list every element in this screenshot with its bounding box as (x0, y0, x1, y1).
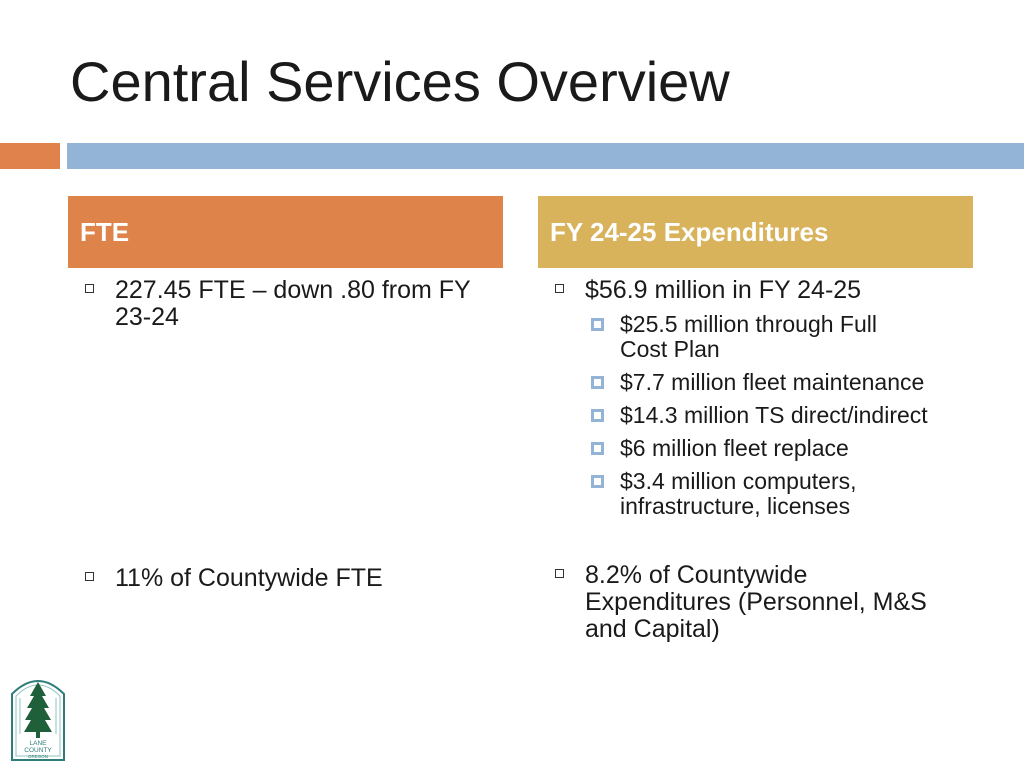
exp-subitem-fleet-replace: $6 million fleet replace (591, 435, 1000, 461)
logo-text-line1: LANE (30, 740, 48, 747)
exp-subitem-text: $6 million fleet replace (620, 435, 849, 461)
square-bullet-icon (85, 572, 94, 581)
accent-band-left (0, 143, 60, 169)
fte-item-total-text: 227.45 FTE – down .80 from FY 23-24 (115, 276, 471, 331)
square-bullet-icon (591, 376, 604, 389)
exp-item-share: 8.2% of Countywide Expenditures (Personn… (555, 561, 935, 643)
slide-title: Central Services Overview (70, 50, 730, 113)
fte-item-share-text: 11% of Countywide FTE (115, 564, 383, 592)
exp-subitem-text: $25.5 million through Full Cost Plan (620, 311, 877, 362)
square-bullet-icon (555, 569, 564, 578)
tree-logo-icon: LANE COUNTY OREGON (11, 680, 65, 761)
logo-text-line3: OREGON (28, 754, 48, 759)
square-bullet-icon (591, 475, 604, 488)
exp-item-total-text: $56.9 million in FY 24-25 (585, 276, 862, 304)
exp-subitem-computers: $3.4 million computers, infrastructure, … (591, 468, 910, 519)
square-bullet-icon (555, 284, 564, 293)
exp-subitem-fleet-maintenance: $7.7 million fleet maintenance (591, 369, 1000, 395)
expenditures-column-header: FY 24-25 Expenditures (538, 196, 973, 268)
square-bullet-icon (85, 284, 94, 293)
accent-band-right (67, 143, 1024, 169)
exp-item-total: $56.9 million in FY 24-25 (555, 276, 965, 304)
exp-subitem-full-cost-plan: $25.5 million through Full Cost Plan (591, 311, 920, 362)
square-bullet-icon (591, 318, 604, 331)
exp-subitem-text: $7.7 million fleet maintenance (620, 369, 925, 395)
logo-text-line2: COUNTY (24, 747, 52, 754)
exp-item-share-text: 8.2% of Countywide Expenditures (Personn… (585, 561, 927, 643)
exp-subitem-text: $3.4 million computers, infrastructure, … (620, 468, 857, 519)
fte-item-share: 11% of Countywide FTE (85, 564, 495, 592)
fte-column-header: FTE (68, 196, 503, 268)
square-bullet-icon (591, 409, 604, 422)
fte-item-total: 227.45 FTE – down .80 from FY 23-24 (85, 276, 495, 331)
exp-subitem-text: $14.3 million TS direct/indirect (620, 402, 928, 428)
square-bullet-icon (591, 442, 604, 455)
exp-subitem-ts: $14.3 million TS direct/indirect (591, 402, 1000, 428)
